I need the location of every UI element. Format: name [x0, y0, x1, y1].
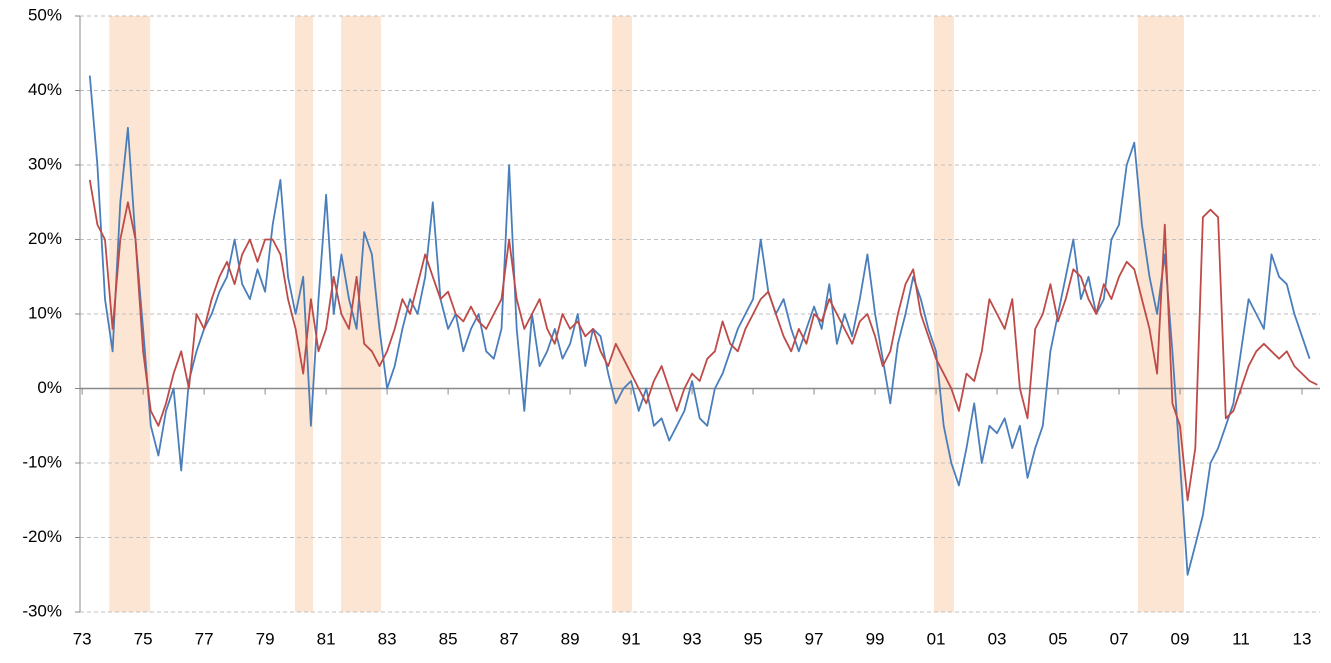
- x-tick-label: 91: [622, 629, 641, 648]
- x-tick-label: 09: [1171, 629, 1190, 648]
- x-tick-label: 75: [134, 629, 153, 648]
- x-tick-label: 05: [1049, 629, 1068, 648]
- y-tick-label: 40%: [28, 80, 62, 99]
- y-tick-label: 10%: [28, 303, 62, 322]
- y-tick-label: 30%: [28, 154, 62, 173]
- x-tick-label: 99: [866, 629, 885, 648]
- x-tick-label: 97: [805, 629, 824, 648]
- y-tick-label: 20%: [28, 229, 62, 248]
- x-tick-label: 03: [988, 629, 1007, 648]
- y-tick-label: 50%: [28, 5, 62, 24]
- y-tick-label: 0%: [37, 378, 62, 397]
- x-tick-label: 89: [561, 629, 580, 648]
- x-tick-label: 87: [500, 629, 519, 648]
- x-tick-label: 07: [1110, 629, 1129, 648]
- x-tick-label: 95: [744, 629, 763, 648]
- x-tick-label: 81: [317, 629, 336, 648]
- x-tick-label: 93: [683, 629, 702, 648]
- x-tick-label: 11: [1232, 629, 1250, 648]
- x-tick-label: 13: [1293, 629, 1312, 648]
- y-tick-label: -10%: [22, 452, 62, 471]
- x-tick-label: 79: [256, 629, 275, 648]
- x-tick-label: 85: [439, 629, 458, 648]
- y-tick-label: -20%: [22, 527, 62, 546]
- x-tick-label: 01: [927, 629, 946, 648]
- x-tick-label: 83: [378, 629, 397, 648]
- x-tick-label: 73: [73, 629, 92, 648]
- series-line: [88, 179, 1318, 502]
- x-tick-label: 77: [195, 629, 214, 648]
- y-tick-label: -30%: [22, 601, 62, 620]
- series-line: [88, 75, 1311, 576]
